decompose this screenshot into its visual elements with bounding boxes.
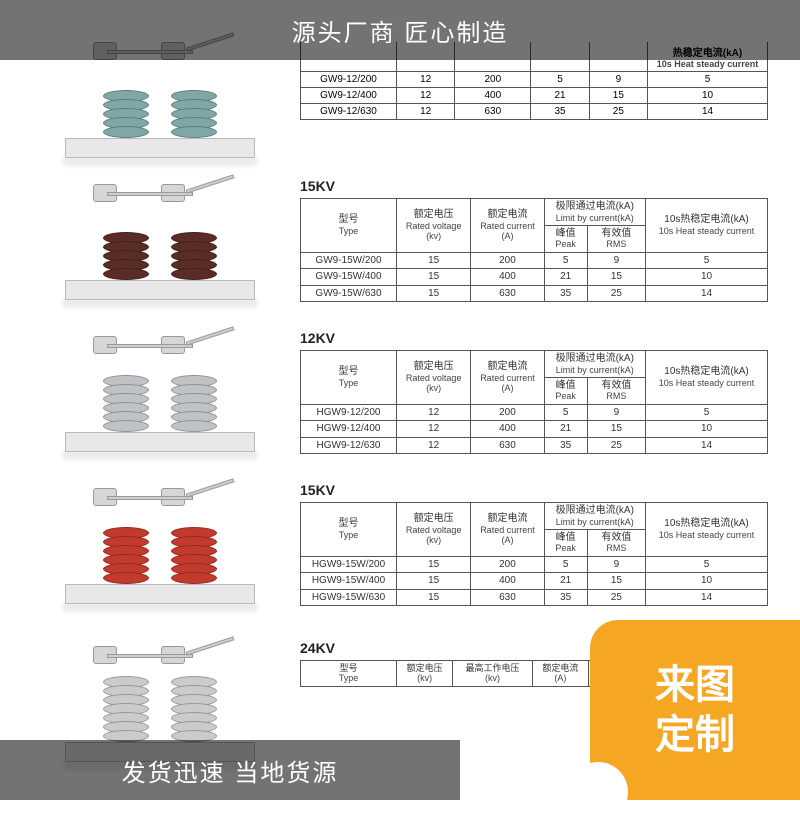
cell-a: 630 <box>471 437 544 454</box>
orange-badge: 来图 定制 <box>590 620 800 800</box>
badge-line1: 来图 <box>655 660 735 710</box>
cell-kv: 12 <box>397 437 471 454</box>
cell-heat: 14 <box>646 437 768 454</box>
spec-block-3: 15KV 型号Type额定电压Rated voltage(kv)额定电流Rated… <box>300 482 768 606</box>
cell-a: 400 <box>455 88 531 104</box>
badge-notch <box>568 762 628 822</box>
spec-table: 型号Type额定电压Rated voltage(kv)额定电流Rated cur… <box>300 198 768 302</box>
cell-rms: 15 <box>587 573 645 590</box>
cell-rms: 25 <box>587 437 645 454</box>
cell-peak: 35 <box>544 589 587 606</box>
cell-peak: 21 <box>544 573 587 590</box>
cell-heat: 10 <box>648 88 768 104</box>
cell-heat: 10 <box>646 269 768 286</box>
cell-peak: 5 <box>531 72 589 88</box>
cell-kv: 15 <box>397 556 471 573</box>
cell-a: 200 <box>471 404 544 421</box>
spec-block-2: 12KV 型号Type额定电压Rated voltage(kv)额定电流Rated… <box>300 330 768 454</box>
cell-a: 400 <box>471 421 544 438</box>
cell-a: 630 <box>455 104 531 120</box>
top-banner-text: 源头厂商 匠心制造 <box>292 13 509 48</box>
product-image-1 <box>55 178 265 318</box>
cell-rms: 9 <box>587 404 645 421</box>
cell-heat: 5 <box>646 404 768 421</box>
cell-heat: 14 <box>648 104 768 120</box>
cell-a: 200 <box>471 252 544 269</box>
cell-kv: 15 <box>397 252 471 269</box>
cell-rms: 9 <box>587 556 645 573</box>
cell-heat: 10 <box>646 573 768 590</box>
cell-kv: 15 <box>397 285 471 302</box>
spec-title: 15KV <box>300 178 768 194</box>
cell-heat: 5 <box>646 252 768 269</box>
cell-kv: 12 <box>397 404 471 421</box>
cell-heat: 14 <box>646 285 768 302</box>
bottom-left-banner: 发货迅速 当地货源 <box>0 740 460 800</box>
cell-rms: 15 <box>587 421 645 438</box>
cell-type: HGW9-12/200 <box>301 404 397 421</box>
cell-heat: 14 <box>646 589 768 606</box>
cell-rms: 25 <box>589 104 647 120</box>
hdr-heat-en: 10s Heat steady current <box>651 59 764 69</box>
badge-line2: 定制 <box>655 710 735 760</box>
cell-heat: 10 <box>646 421 768 438</box>
spec-table: 型号Type额定电压Rated voltage(kv)额定电流Rated cur… <box>300 350 768 454</box>
cell-kv: 12 <box>397 88 455 104</box>
cell-heat: 5 <box>648 72 768 88</box>
cell-peak: 21 <box>531 88 589 104</box>
cell-a: 200 <box>471 556 544 573</box>
cell-rms: 15 <box>587 269 645 286</box>
cell-peak: 35 <box>544 285 587 302</box>
cell-type: HGW9-12/630 <box>301 437 397 454</box>
cell-kv: 15 <box>397 269 471 286</box>
cell-type: HGW9-12/400 <box>301 421 397 438</box>
cell-rms: 15 <box>589 88 647 104</box>
cell-peak: 5 <box>544 404 587 421</box>
cell-a: 400 <box>471 269 544 286</box>
top-banner: 源头厂商 匠心制造 <box>0 0 800 60</box>
product-image-3 <box>55 482 265 622</box>
cell-rms: 25 <box>587 589 645 606</box>
cell-kv: 15 <box>397 589 471 606</box>
cell-kv: 12 <box>397 72 455 88</box>
cell-rms: 9 <box>587 252 645 269</box>
cell-kv: 12 <box>397 104 455 120</box>
cell-kv: 15 <box>397 573 471 590</box>
cell-type: GW9-12/630 <box>301 104 397 120</box>
cell-peak: 5 <box>544 252 587 269</box>
spec-table: 型号Type额定电压Rated voltage(kv)额定电流Rated cur… <box>300 502 768 606</box>
cell-a: 200 <box>455 72 531 88</box>
cell-type: HGW9-15W/630 <box>301 589 397 606</box>
cell-peak: 5 <box>544 556 587 573</box>
spec-title: 15KV <box>300 482 768 498</box>
cell-type: GW9-15W/200 <box>301 252 397 269</box>
cell-peak: 21 <box>544 269 587 286</box>
cell-rms: 25 <box>587 285 645 302</box>
cell-heat: 5 <box>646 556 768 573</box>
cell-type: GW9-15W/400 <box>301 269 397 286</box>
product-image-2 <box>55 330 265 470</box>
cell-a: 630 <box>471 589 544 606</box>
cell-rms: 9 <box>589 72 647 88</box>
cell-type: GW9-12/200 <box>301 72 397 88</box>
cell-a: 630 <box>471 285 544 302</box>
cell-peak: 21 <box>544 421 587 438</box>
cell-a: 400 <box>471 573 544 590</box>
cell-kv: 12 <box>397 421 471 438</box>
cell-peak: 35 <box>531 104 589 120</box>
cell-type: GW9-12/400 <box>301 88 397 104</box>
bottom-left-text: 发货迅速 当地货源 <box>122 753 339 788</box>
cell-type: GW9-15W/630 <box>301 285 397 302</box>
cell-type: HGW9-15W/400 <box>301 573 397 590</box>
cell-type: HGW9-15W/200 <box>301 556 397 573</box>
spec-block-1: 15KV 型号Type额定电压Rated voltage(kv)额定电流Rated… <box>300 178 768 302</box>
spec-title: 12KV <box>300 330 768 346</box>
cell-peak: 35 <box>544 437 587 454</box>
